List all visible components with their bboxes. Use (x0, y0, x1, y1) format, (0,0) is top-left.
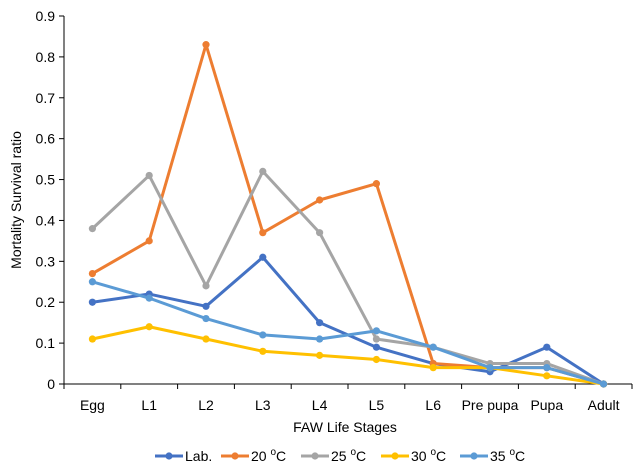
data-point (202, 314, 210, 323)
data-point (88, 335, 96, 343)
y-tick-label: 0.8 (36, 49, 56, 65)
data-point (145, 171, 153, 180)
data-point (145, 323, 153, 331)
legend-item: Lab. (155, 448, 212, 464)
series-line (91, 280, 605, 386)
data-point (202, 302, 210, 310)
data-point (202, 335, 210, 343)
data-point (543, 343, 551, 351)
x-axis-ticks: Egg L1 L2 L3 L4 L5 L6 Pre pupa Pupa Adult (63, 384, 633, 413)
data-point (372, 355, 380, 364)
data-point (88, 225, 96, 233)
x-tick-label: L1 (141, 397, 157, 413)
data-point (372, 327, 380, 335)
legend-label: 35 oC (490, 447, 525, 464)
data-point (88, 270, 96, 278)
series-4 (88, 278, 608, 388)
data-point (372, 335, 380, 343)
legend-marker (311, 452, 319, 460)
y-tick-label: 0.6 (36, 131, 56, 147)
data-point (316, 229, 324, 237)
x-tick-label: L2 (198, 397, 214, 413)
y-tick-label: 0.7 (36, 90, 56, 106)
data-point (259, 229, 267, 237)
legend-label: 30 oC (411, 447, 446, 464)
y-tick-label: 0 (47, 376, 55, 392)
series-line (92, 325, 604, 386)
x-axis-title: FAW Life Stages (293, 419, 397, 435)
y-tick-label: 0.9 (36, 8, 56, 24)
data-point (372, 343, 380, 351)
legend-label: 20 oC (251, 447, 286, 464)
legend-marker (231, 452, 239, 460)
x-tick-label: L5 (369, 397, 385, 413)
x-tick-label: Adult (588, 397, 620, 413)
legend-marker (470, 452, 478, 460)
data-point (316, 196, 324, 204)
x-tick-label: L6 (425, 397, 441, 413)
legend-marker (391, 452, 399, 460)
data-point (429, 364, 437, 372)
y-tick-label: 0.2 (36, 294, 56, 310)
x-tick-label: L4 (312, 397, 328, 413)
data-point (259, 167, 267, 175)
y-axis-title: Mortality Survival ratio (8, 131, 24, 269)
data-point (88, 278, 96, 286)
data-point (88, 298, 96, 306)
data-point (259, 253, 267, 261)
x-tick-label: Pre pupa (462, 397, 519, 413)
legend-item: 25 oC (301, 447, 366, 464)
legend: Lab. 20 oC 25 oC 30 oC 35 oC (155, 447, 525, 464)
data-point (429, 343, 437, 351)
series-line (91, 169, 605, 386)
x-tick-label: Egg (80, 397, 105, 413)
y-tick-label: 0.3 (36, 253, 56, 269)
data-point (316, 319, 324, 327)
series-group (88, 41, 608, 388)
data-point (372, 180, 380, 188)
legend-item: 20 oC (221, 447, 286, 464)
data-point (316, 335, 324, 343)
legend-marker (165, 452, 173, 460)
legend-item: 35 oC (460, 447, 525, 464)
data-point (202, 41, 210, 49)
data-point (259, 331, 267, 339)
y-axis-ticks: 0 0.1 0.2 0.3 0.4 0.5 0.6 0.7 0.8 0.9 (36, 8, 64, 392)
data-point (600, 380, 608, 388)
data-point (543, 372, 551, 380)
y-tick-label: 0.5 (36, 172, 56, 188)
x-tick-label: L3 (255, 397, 271, 413)
legend-label: 25 oC (331, 447, 366, 464)
y-tick-label: 0.1 (36, 335, 56, 351)
data-point (486, 364, 494, 372)
data-point (543, 364, 551, 372)
legend-item: 30 oC (381, 447, 446, 464)
x-tick-label: Pupa (530, 397, 563, 413)
legend-label: Lab. (185, 448, 212, 464)
data-point (145, 294, 153, 302)
data-point (202, 282, 210, 290)
y-tick-label: 0.4 (36, 212, 56, 228)
data-point (145, 237, 153, 245)
data-point (316, 351, 324, 359)
data-point (259, 347, 267, 355)
